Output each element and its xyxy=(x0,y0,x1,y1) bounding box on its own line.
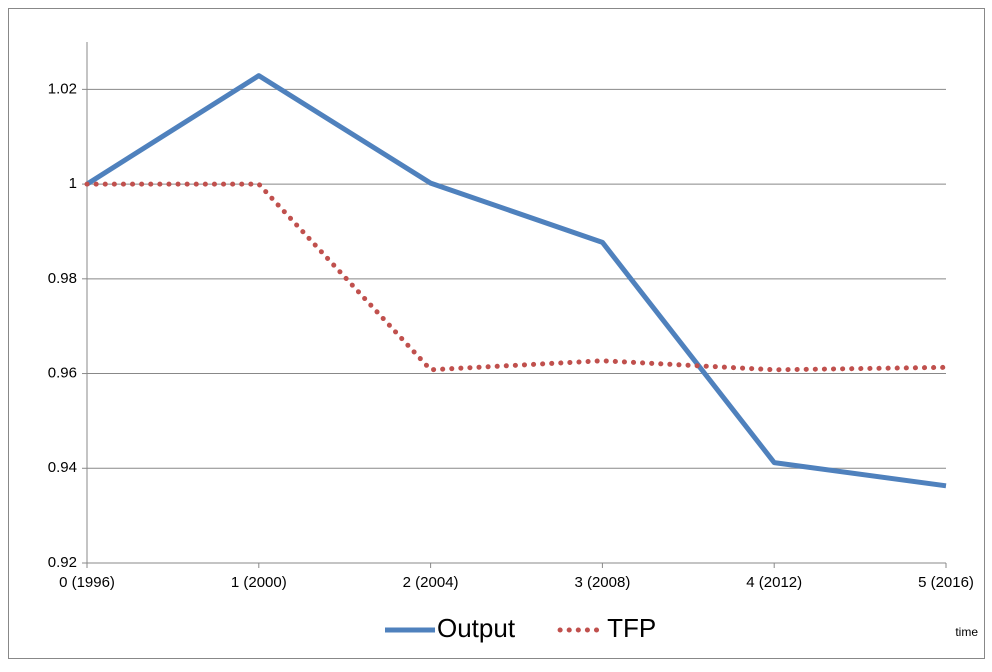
x-tick-label: 5 (2016) xyxy=(918,574,974,591)
x-tick-label: 1 (2000) xyxy=(231,574,287,591)
line-series xyxy=(85,73,947,489)
x-tick-label: 3 (2008) xyxy=(574,574,630,591)
chart-border xyxy=(8,8,985,659)
legend-label: TFP xyxy=(607,613,656,643)
x-axis-label: time xyxy=(955,625,978,639)
y-tick-label: 0.92 xyxy=(48,554,77,571)
y-tick-label: 1.02 xyxy=(48,80,77,97)
line-series xyxy=(84,181,949,373)
legend-label: Output xyxy=(437,613,516,643)
x-tick-label: 2 (2004) xyxy=(403,574,459,591)
x-tick-label: 0 (1996) xyxy=(59,574,115,591)
x-tick-label: 4 (2012) xyxy=(746,574,802,591)
y-tick-label: 1 xyxy=(69,175,77,192)
y-tick-label: 0.96 xyxy=(48,365,77,382)
y-tick-label: 0.98 xyxy=(48,270,77,287)
y-tick-label: 0.94 xyxy=(48,459,77,476)
